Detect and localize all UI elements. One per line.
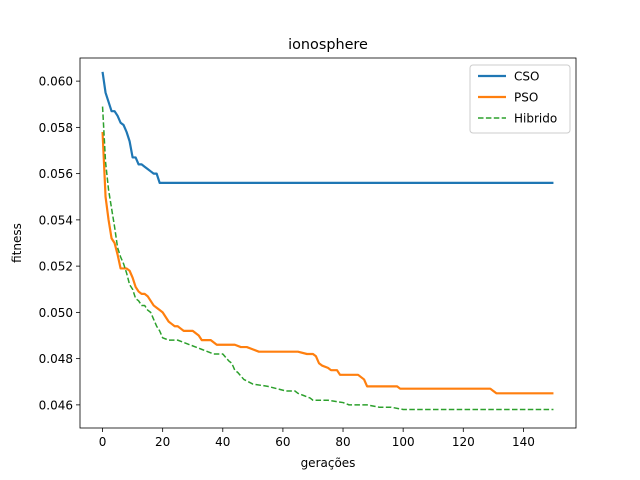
- legend-label-pso: PSO: [514, 91, 538, 105]
- legend-label-cso: CSO: [514, 70, 539, 84]
- y-tick-label: 0.052: [39, 260, 73, 274]
- legend: CSO PSO Hibrido: [469, 64, 571, 134]
- x-tick-label: 60: [275, 435, 290, 449]
- y-tick-label: 0.048: [39, 352, 73, 366]
- plot-frame: [79, 57, 577, 429]
- series-line-cso: [101, 71, 554, 184]
- y-axis-ticks: 0.046 0.048 0.050 0.052 0.054 0.056 0.058 0.060: [39, 75, 80, 412]
- series-line-pso: [101, 131, 554, 395]
- y-tick-label: 0.056: [39, 167, 73, 181]
- chart-title: ionosphere: [288, 37, 368, 53]
- y-tick-label: 0.054: [39, 213, 73, 227]
- legend-label-hibrido: Hibrido: [514, 112, 557, 126]
- series-layer: [101, 71, 554, 411]
- y-tick-label: 0.060: [39, 75, 73, 89]
- y-tick-label: 0.046: [39, 398, 73, 412]
- x-tick-label: 140: [512, 435, 535, 449]
- x-axis-label: gerações: [301, 456, 356, 470]
- y-tick-label: 0.050: [39, 306, 73, 320]
- x-tick-label: 120: [452, 435, 475, 449]
- y-tick-label: 0.058: [39, 121, 73, 135]
- x-tick-label: 100: [392, 435, 415, 449]
- x-tick-label: 40: [215, 435, 230, 449]
- x-axis-ticks: 0 20 40 60 80 100 120 140: [99, 428, 535, 449]
- y-axis-label: fitness: [10, 223, 24, 263]
- legend-box: [469, 64, 571, 134]
- x-tick-label: 20: [155, 435, 170, 449]
- x-tick-label: 80: [335, 435, 350, 449]
- x-tick-label: 0: [99, 435, 107, 449]
- series-line-hibrido: [101, 106, 554, 411]
